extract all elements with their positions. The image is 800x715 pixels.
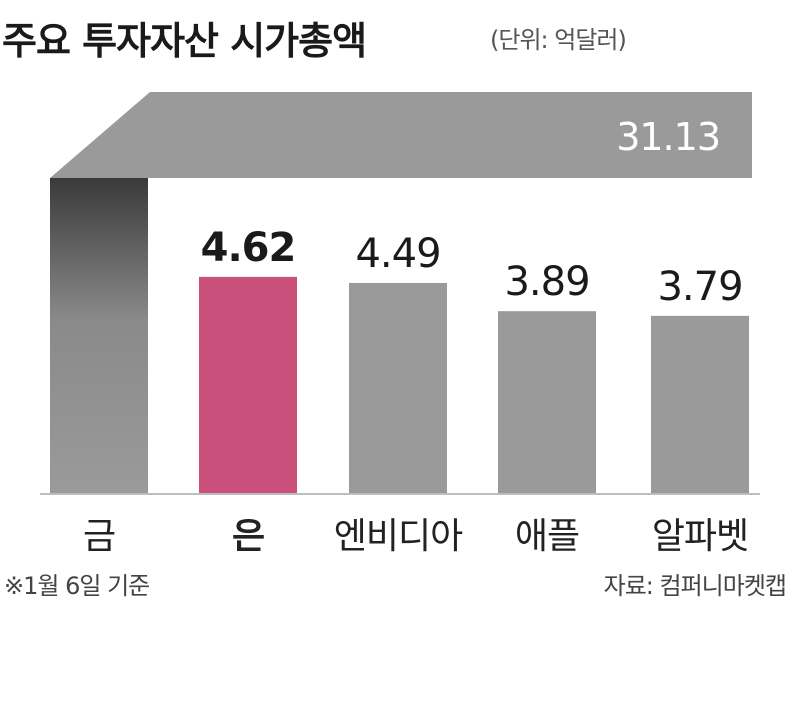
value-label-1: 4.62 <box>201 225 296 271</box>
value-label-2: 4.49 <box>355 231 440 277</box>
footnote: ※1월 6일 기준 <box>4 572 150 600</box>
bar-3 <box>498 311 596 494</box>
source-note: 자료: 컴퍼니마켓캡 <box>603 572 787 600</box>
category-label-0: 금 <box>83 516 115 557</box>
chart-title: 주요 투자자산 시가총액 <box>2 19 367 63</box>
bar-gold-shadow <box>50 178 148 494</box>
bar-2 <box>349 282 447 494</box>
unit-label: (단위: 억달러) <box>490 26 627 54</box>
category-label-4: 알파벳 <box>652 516 748 557</box>
category-label-3: 애플 <box>515 516 579 557</box>
category-label-2: 엔비디아 <box>334 516 463 557</box>
value-label-gold: 31.13 <box>616 115 720 159</box>
category-label-1: 은 <box>232 516 264 557</box>
value-label-4: 3.79 <box>657 264 742 310</box>
bar-4 <box>651 315 749 494</box>
value-label-3: 3.89 <box>504 259 589 305</box>
bar-1 <box>199 276 297 494</box>
